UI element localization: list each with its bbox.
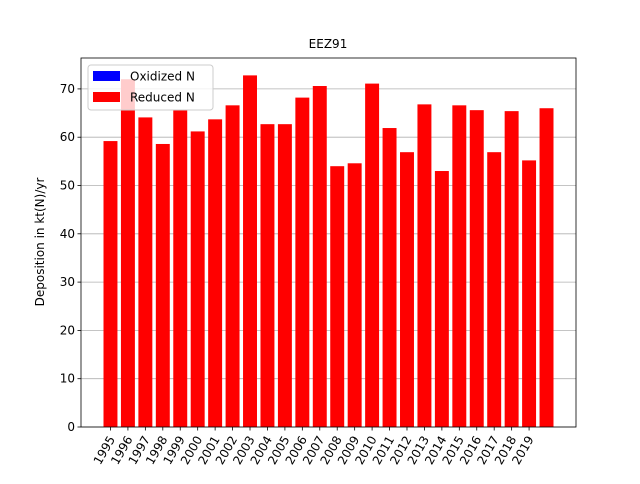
y-tick-label: 60 [60, 130, 75, 144]
legend-swatch [93, 71, 120, 81]
y-tick-label: 50 [60, 179, 75, 193]
bar [434, 171, 449, 427]
plot-frame [80, 57, 577, 428]
legend: Oxidized N Reduced N [87, 64, 214, 111]
bar [120, 79, 135, 427]
bar [539, 108, 554, 427]
legend-label: Reduced N [130, 91, 195, 105]
bar [208, 119, 223, 428]
legend-label: Oxidized N [130, 70, 195, 84]
bar [487, 152, 502, 427]
bar [138, 117, 153, 427]
bar [312, 86, 327, 427]
bar [400, 152, 414, 427]
y-axis-label: Deposition in kt(N)/yr [33, 178, 47, 307]
bar [225, 105, 240, 427]
y-tick-label: 0 [67, 420, 75, 434]
y-tick-label: 30 [60, 275, 75, 289]
bar [452, 105, 467, 427]
bar [103, 141, 118, 427]
chart-title: EEZ91 [309, 37, 348, 51]
bar [504, 111, 519, 428]
bar [330, 166, 345, 427]
y-tick-label: 40 [60, 227, 75, 241]
bar [347, 163, 362, 427]
bar [295, 97, 310, 428]
bar [417, 104, 432, 428]
bar [365, 83, 380, 427]
bar [243, 75, 257, 427]
bar [382, 128, 397, 428]
legend-swatch [93, 92, 120, 102]
bar [469, 110, 484, 428]
bar [173, 109, 188, 427]
bar [190, 131, 205, 427]
y-tick-label: 20 [60, 323, 75, 337]
bar [522, 160, 537, 427]
bar [155, 143, 170, 428]
bar [277, 124, 292, 427]
bar [260, 124, 275, 427]
y-tick-label: 10 [60, 372, 75, 386]
y-tick-label: 70 [60, 82, 75, 96]
